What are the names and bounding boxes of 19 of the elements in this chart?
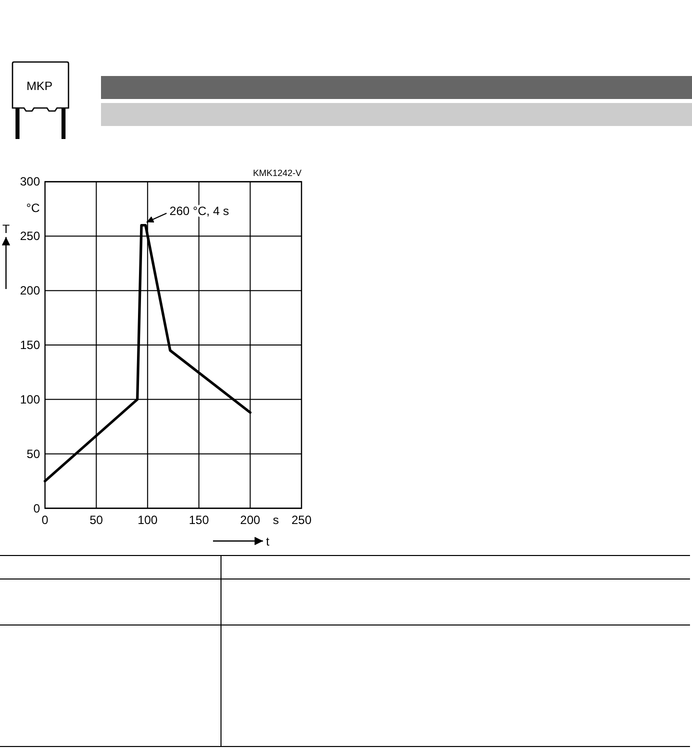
x-tick-label: 250	[291, 513, 312, 527]
x-axis-title: t	[266, 534, 270, 548]
y-tick-label: 50	[26, 446, 40, 461]
text: MKP	[26, 79, 53, 93]
y-tick-label: 150	[20, 338, 40, 352]
x-tick-label: 0	[42, 513, 49, 527]
x-tick-label: 50	[90, 513, 104, 527]
text: °C	[26, 201, 40, 215]
x-tick-label: 200	[240, 513, 261, 527]
y-tick-label: 300	[20, 174, 40, 189]
text: KMK1242-V	[252, 168, 302, 178]
y-tick-label: 100	[20, 392, 40, 406]
text: s	[272, 513, 279, 527]
x-tick-label: 150	[188, 513, 210, 527]
y-tick-label: 250	[20, 229, 40, 244]
y-tick-label: 0	[33, 501, 40, 516]
y-tick-label: 200	[20, 284, 40, 298]
x-tick-label: 100	[138, 513, 158, 527]
y-axis-title: T	[2, 222, 10, 236]
